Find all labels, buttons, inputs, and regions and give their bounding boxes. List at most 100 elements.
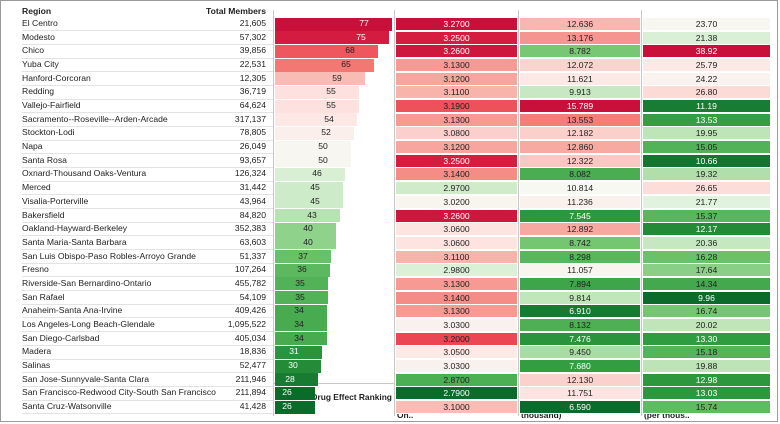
- row-separator: [22, 303, 273, 305]
- edv-cell: 12.322: [519, 153, 641, 168]
- ip-cell: 19.32: [642, 167, 771, 182]
- classes-cell: 3.1300: [395, 58, 518, 73]
- ranking-label: 40: [303, 223, 313, 234]
- members-value: 409,426: [234, 305, 266, 316]
- edv-cell: 8.742: [519, 235, 641, 250]
- classes-cell: 3.1100: [395, 85, 518, 100]
- row-separator: [22, 235, 273, 237]
- edv-cell: 8.782: [519, 44, 641, 59]
- region-label: Redding: [22, 86, 55, 97]
- ranking-bar: [275, 263, 330, 277]
- ranking-label: 45: [310, 182, 320, 193]
- ip-cell: 26.80: [642, 85, 771, 100]
- row-separator: [22, 372, 273, 374]
- row-separator: [22, 290, 273, 292]
- edv-cell: 11.236: [519, 194, 641, 209]
- ranking-bar: [275, 126, 354, 140]
- members-value: 405,034: [234, 332, 266, 343]
- members-value: 12,305: [239, 72, 266, 83]
- ip-cell: 10.66: [642, 153, 771, 168]
- row-separator: [22, 221, 273, 223]
- classes-cell: 2.9700: [395, 181, 518, 196]
- ranking-bar: [275, 31, 389, 45]
- row-separator: [22, 57, 273, 59]
- ip-cell: 15.37: [642, 208, 771, 223]
- ranking-label: 37: [298, 250, 308, 261]
- ranking-label: 35: [295, 291, 305, 302]
- ip-cell: 13.30: [642, 331, 771, 346]
- classes-cell: 3.0200: [395, 194, 518, 209]
- region-label: Stockton-Lodi: [22, 127, 75, 138]
- region-label: Oxnard-Thousand Oaks-Ventura: [22, 168, 147, 179]
- ranking-label: 34: [294, 318, 304, 329]
- members-value: 41,428: [239, 401, 266, 412]
- edv-cell: 11.751: [519, 386, 641, 401]
- row-separator: [22, 194, 273, 196]
- members-value: 317,137: [234, 113, 266, 124]
- row-separator: [22, 358, 273, 360]
- region-label: Chico: [22, 45, 44, 56]
- region-label: Merced: [22, 182, 51, 193]
- edv-cell: 9.913: [519, 85, 641, 100]
- row-separator: [22, 125, 273, 127]
- members-value: 43,964: [239, 195, 266, 206]
- region-label: Sacramento--Roseville--Arden-Arcade: [22, 113, 168, 124]
- ranking-bar: [275, 85, 359, 99]
- row-separator: [22, 276, 273, 278]
- ranking-label: 31: [289, 346, 299, 357]
- ip-cell: 24.22: [642, 71, 771, 86]
- classes-cell: 3.1300: [395, 276, 518, 291]
- ranking-label: 59: [332, 72, 342, 83]
- ranking-bar: [275, 400, 315, 414]
- edv-cell: 6.590: [519, 400, 641, 415]
- ranking-label: 26: [282, 401, 292, 412]
- members-value: 31,442: [239, 182, 266, 193]
- ranking-label: 50: [318, 141, 328, 152]
- ranking-bar: [275, 359, 321, 373]
- ranking-bar: [275, 167, 345, 181]
- row-separator: [22, 180, 273, 182]
- region-label: Santa Rosa: [22, 154, 67, 165]
- ranking-bar: [275, 209, 340, 223]
- ranking-bar: [275, 250, 331, 264]
- region-label: Los Angeles-Long Beach-Glendale: [22, 318, 155, 329]
- row-separator: [22, 331, 273, 333]
- ranking-label: 40: [303, 236, 313, 247]
- region-label: San Francisco-Redwood City-South San Fra…: [22, 387, 216, 398]
- row-separator: [22, 208, 273, 210]
- classes-cell: 3.0600: [395, 222, 518, 237]
- region-label: San Luis Obispo-Paso Robles-Arroyo Grand…: [22, 250, 196, 261]
- edv-cell: 8.298: [519, 249, 641, 264]
- ranking-bar: [275, 72, 365, 86]
- edv-cell: 15.789: [519, 99, 641, 114]
- classes-cell: 3.1200: [395, 71, 518, 86]
- ranking-bar: [275, 99, 359, 113]
- region-label: Modesto: [22, 31, 55, 42]
- ip-cell: 19.95: [642, 126, 771, 141]
- region-header: Region: [22, 6, 52, 16]
- classes-cell: 3.2600: [395, 208, 518, 223]
- region-label: Salinas: [22, 360, 51, 370]
- region-label: Anaheim-Santa Ana-Irvine: [22, 305, 123, 316]
- ranking-label: 55: [326, 100, 336, 111]
- ranking-bar: [275, 181, 343, 195]
- region-label: Santa Maria-Santa Barbara: [22, 236, 127, 247]
- members-value: 63,603: [239, 236, 266, 247]
- edv-cell: 7.476: [519, 331, 641, 346]
- members-value: 93,657: [239, 154, 266, 165]
- row-separator: [22, 43, 273, 45]
- ranking-bar: [275, 373, 318, 387]
- ranking-label: 65: [341, 59, 351, 70]
- ranking-bar: [275, 236, 336, 250]
- classes-cell: 3.1400: [395, 290, 518, 305]
- row-separator: [22, 139, 273, 141]
- ip-cell: 15.18: [642, 345, 771, 360]
- members-value: 352,383: [234, 223, 266, 234]
- ranking-label: 55: [326, 86, 336, 97]
- ranking-label: 52: [321, 127, 331, 138]
- classes-cell: 2.9800: [395, 263, 518, 278]
- edv-cell: 8.082: [519, 167, 641, 182]
- classes-cell: 3.0300: [395, 359, 518, 373]
- classes-cell: 3.1300: [395, 304, 518, 319]
- ip-cell: 26.65: [642, 181, 771, 196]
